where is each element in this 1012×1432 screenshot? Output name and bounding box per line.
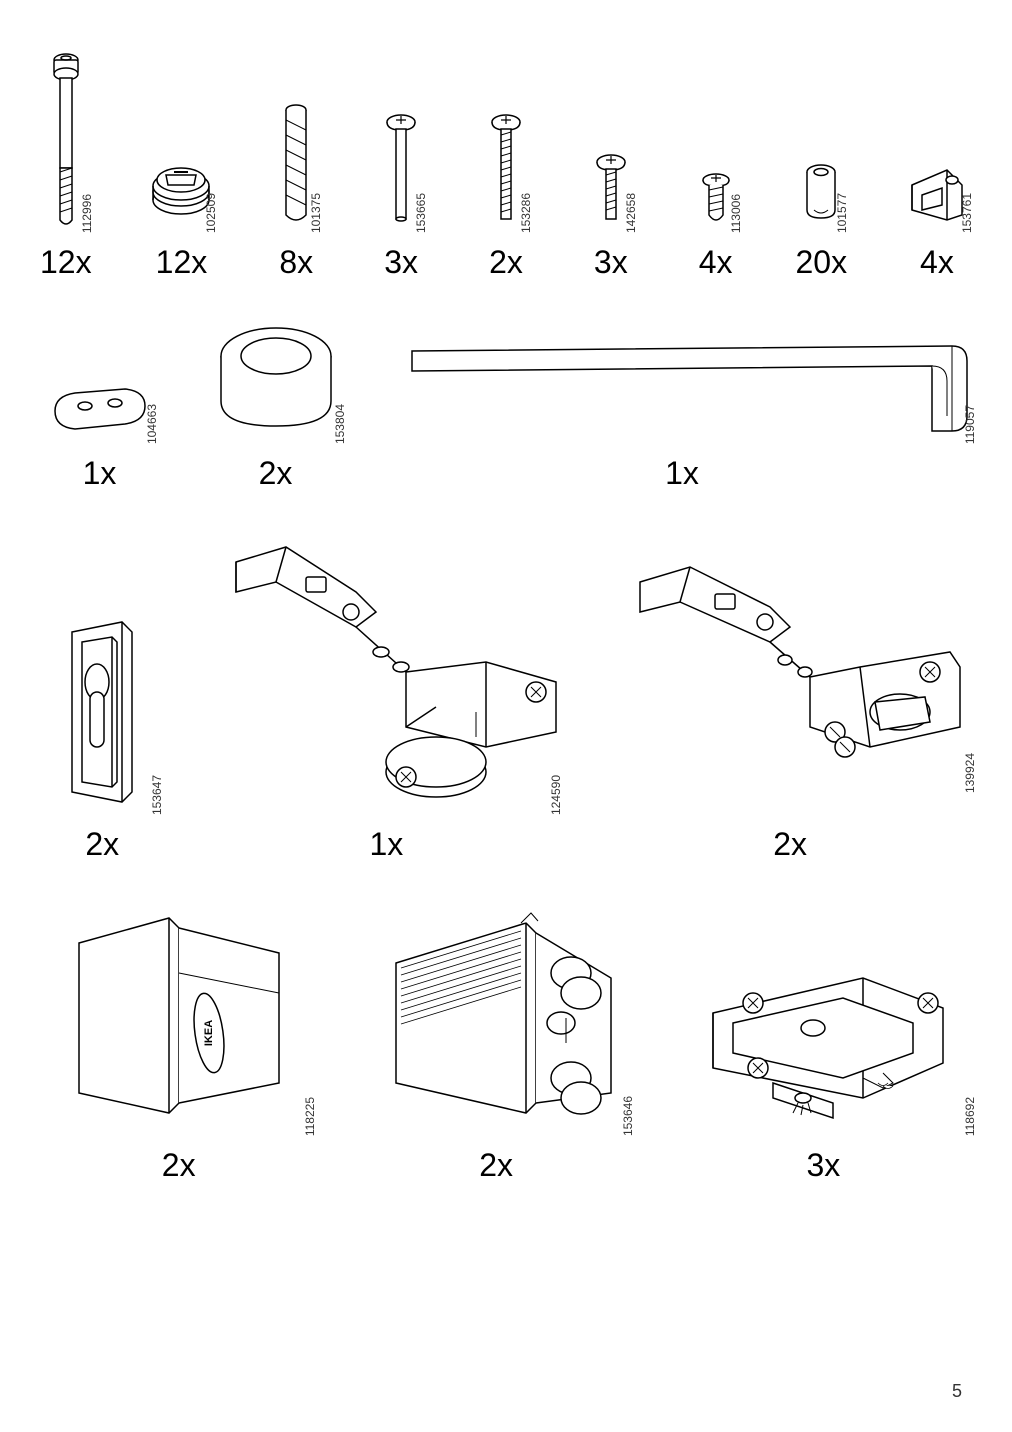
part-118692: 118692 3x xyxy=(675,953,972,1184)
part-number-label: 153665 xyxy=(414,193,428,233)
part-119057: 119057 1x xyxy=(392,331,972,492)
svg-text:IKEA: IKEA xyxy=(203,1020,215,1046)
part-124590: 124590 1x xyxy=(204,532,568,863)
quantity-label: 2x xyxy=(162,1147,196,1184)
part-number-label: 153286 xyxy=(519,193,533,233)
part-number-label: 139924 xyxy=(963,753,977,793)
quantity-label: 1x xyxy=(83,455,117,492)
quantity-label: 2x xyxy=(85,826,119,863)
part-image xyxy=(610,552,970,812)
quantity-label: 8x xyxy=(279,244,313,281)
quantity-label: 2x xyxy=(773,826,807,863)
part-image: IKEA xyxy=(49,903,309,1133)
part-number-label: 153646 xyxy=(621,1096,635,1136)
part-number-label: 113006 xyxy=(729,194,743,233)
part-101375: 101375 8x xyxy=(271,100,321,281)
part-number-label: 142658 xyxy=(624,193,638,233)
part-image xyxy=(683,953,963,1133)
part-153665: 153665 3x xyxy=(376,110,426,281)
part-number-label: 102509 xyxy=(204,193,218,233)
part-153646: 153646 2x xyxy=(357,903,634,1184)
part-142658: 142658 3x xyxy=(586,150,636,281)
quantity-label: 20x xyxy=(796,244,848,281)
part-image xyxy=(52,612,152,812)
part-number-label: 118225 xyxy=(303,1097,317,1136)
hardware-row-3: 153647 2x xyxy=(40,532,972,863)
quantity-label: 4x xyxy=(699,244,733,281)
part-153761: 153761 4x xyxy=(902,160,972,281)
part-number-label: 153804 xyxy=(333,404,347,444)
part-number-label: 104663 xyxy=(145,404,159,444)
part-image xyxy=(366,903,626,1133)
quantity-label: 2x xyxy=(489,244,523,281)
part-118225: IKEA 118225 2x xyxy=(40,903,317,1184)
part-153286: 153286 2x xyxy=(481,110,531,281)
hardware-row-2: 104663 1x 153804 2x xyxy=(40,321,972,492)
part-number-label: 153761 xyxy=(960,193,974,233)
part-number-label: 118692 xyxy=(963,1097,977,1136)
page-number: 5 xyxy=(952,1381,962,1402)
quantity-label: 3x xyxy=(384,244,418,281)
part-number-label: 112996 xyxy=(80,194,94,233)
quantity-label: 1x xyxy=(665,455,699,492)
part-153647: 153647 2x xyxy=(40,612,164,863)
part-image xyxy=(206,532,566,812)
part-number-label: 153647 xyxy=(150,775,164,815)
part-number-label: 101375 xyxy=(309,193,323,233)
part-number-label: 124590 xyxy=(549,775,563,815)
quantity-label: 3x xyxy=(806,1147,840,1184)
part-number-label: 101577 xyxy=(835,193,849,233)
part-102509: 102509 12x xyxy=(146,150,216,281)
quantity-label: 2x xyxy=(259,455,293,492)
quantity-label: 1x xyxy=(369,826,403,863)
part-image xyxy=(206,321,346,441)
quantity-label: 4x xyxy=(920,244,954,281)
part-image xyxy=(392,331,972,441)
part-112996: 112996 12x xyxy=(40,50,92,281)
part-number-label: 119057 xyxy=(963,405,977,444)
part-139924: 139924 2x xyxy=(608,552,972,863)
part-113006: 113006 4x xyxy=(691,170,741,281)
part-101577: 101577 20x xyxy=(796,160,848,281)
part-image xyxy=(45,381,155,441)
quantity-label: 3x xyxy=(594,244,628,281)
hardware-row-4: IKEA 118225 2x xyxy=(40,903,972,1184)
quantity-label: 12x xyxy=(40,244,92,281)
quantity-label: 2x xyxy=(479,1147,513,1184)
hardware-row-1: 112996 12x 102509 12x xyxy=(40,50,972,281)
part-104663: 104663 1x xyxy=(40,381,159,492)
quantity-label: 12x xyxy=(156,244,208,281)
part-153804: 153804 2x xyxy=(199,321,352,492)
